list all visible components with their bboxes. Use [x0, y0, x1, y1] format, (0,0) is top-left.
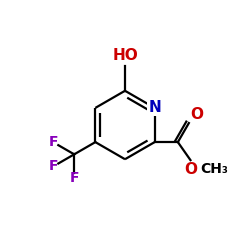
Text: F: F: [70, 171, 79, 185]
Text: O: O: [190, 107, 203, 122]
Text: F: F: [49, 159, 58, 173]
Text: HO: HO: [112, 48, 138, 64]
Text: CH₃: CH₃: [201, 162, 228, 176]
Text: O: O: [184, 162, 197, 177]
Text: N: N: [148, 100, 161, 116]
Text: F: F: [49, 136, 58, 149]
